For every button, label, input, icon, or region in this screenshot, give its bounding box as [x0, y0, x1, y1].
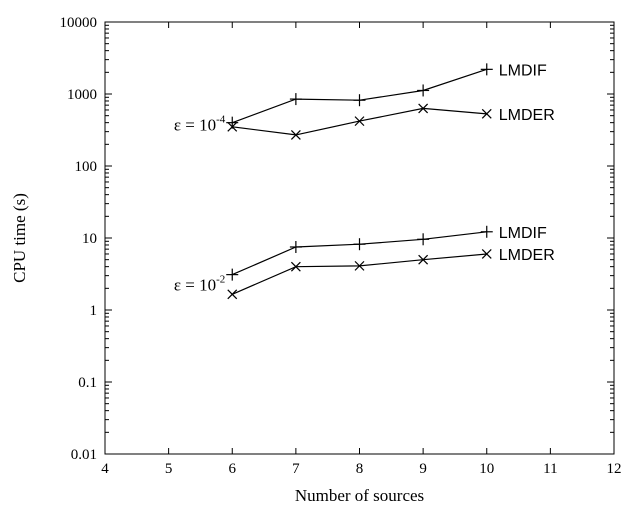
data-point-lmder	[354, 116, 365, 127]
x-tick-label: 4	[101, 461, 109, 477]
epsilon-exponent: -4	[216, 114, 226, 126]
x-tick-label: 8	[356, 461, 364, 477]
y-tick-label: 1000	[67, 87, 97, 103]
x-tick-label: 5	[165, 461, 173, 477]
data-point-lmder	[481, 249, 492, 259]
series-line-lmder-group-2	[232, 253, 487, 295]
series-layer	[226, 63, 493, 300]
epsilon-base: ε = 10	[174, 275, 216, 294]
data-point-lmder	[227, 121, 238, 132]
data-point-lmdif	[289, 93, 302, 106]
x-tick-label: 10	[479, 461, 494, 477]
data-point-lmder	[418, 254, 429, 265]
data-point-lmdif	[353, 94, 366, 107]
data-point-lmder	[418, 103, 429, 114]
data-point-lmdif	[417, 233, 430, 246]
y-tick-label: 10	[82, 231, 97, 247]
series-label-lmder: LMDER	[499, 247, 555, 264]
data-point-lmder	[227, 289, 238, 300]
axis-ticks: 4 5 6 7 8 9 10 11 12 0.01 0.1 1 10 100 1000 10000	[60, 15, 622, 477]
y-tick-label: 100	[75, 159, 98, 175]
series-label-lmder: LMDER	[499, 107, 555, 124]
data-point-lmder	[354, 260, 365, 271]
data-point-lmdif	[353, 238, 366, 251]
epsilon-annotation: ε = 10-2	[174, 273, 225, 294]
y-tick-label: 10000	[60, 15, 98, 31]
data-point-lmdif	[226, 268, 239, 281]
x-axis-title: Number of sources	[295, 486, 424, 505]
x-tick-label: 11	[543, 461, 557, 477]
x-tick-label: 9	[419, 461, 427, 477]
data-point-lmder	[290, 130, 301, 140]
data-point-lmdif	[480, 225, 493, 238]
data-point-lmder	[290, 261, 301, 272]
series-label-lmdif: LMDIF	[499, 225, 547, 242]
epsilon-annotation: ε = 10-4	[174, 114, 226, 135]
series-label-lmdif: LMDIF	[499, 62, 547, 79]
data-point-lmdif	[480, 63, 493, 76]
x-tick-label: 7	[292, 461, 300, 477]
epsilon-base: ε = 10	[174, 116, 216, 135]
x-tick-label: 6	[229, 461, 237, 477]
y-tick-label: 0.1	[78, 375, 97, 391]
data-point-lmdif	[289, 240, 302, 253]
y-tick-label: 1	[90, 303, 98, 319]
epsilon-exponent: -2	[216, 273, 225, 285]
data-point-lmdif	[417, 84, 430, 97]
y-tick-label: 0.01	[71, 447, 97, 463]
y-axis-title: CPU time (s)	[10, 193, 29, 283]
data-point-lmder	[481, 108, 492, 119]
x-tick-label: 12	[607, 461, 622, 477]
